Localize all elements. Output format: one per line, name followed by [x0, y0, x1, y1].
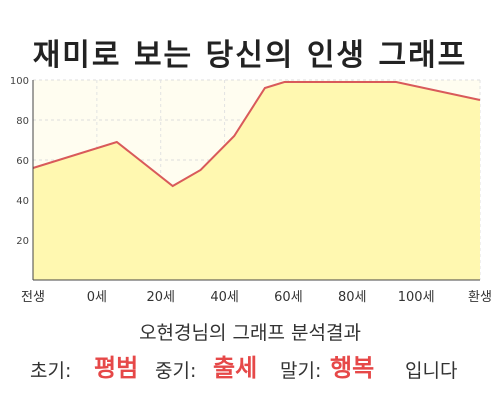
y-tick-label: 40	[16, 196, 29, 207]
x-tick-label: 40세	[210, 290, 239, 305]
area-fill	[33, 82, 480, 280]
x-tick-label: 환생	[468, 290, 492, 305]
mid-label: 중기:	[155, 360, 197, 382]
x-tick-label: 80세	[338, 290, 367, 305]
y-tick-label: 60	[16, 156, 29, 167]
y-tick-label: 20	[16, 236, 29, 247]
x-tick-label: 60세	[274, 290, 303, 305]
y-tick-label: 100	[10, 76, 29, 87]
late-value: 행복	[330, 354, 375, 382]
result-heading: 오현경님의 그래프 분석결과	[139, 322, 361, 344]
series-line	[32, 81, 481, 188]
chart-title: 재미로 보는 당신의 인생 그래프	[32, 38, 468, 73]
x-tick-label: 100세	[398, 290, 435, 305]
mid-value: 출세	[213, 354, 258, 382]
x-tick-label: 0세	[87, 290, 107, 305]
x-tick-label: 20세	[146, 290, 175, 305]
x-tick-label: 전생	[21, 290, 45, 305]
result-suffix: 입니다	[405, 360, 458, 382]
early-value: 평범	[94, 354, 139, 382]
early-label: 초기:	[30, 360, 72, 382]
result-summary: 초기: 평범 중기: 출세 말기: 행복 입니다	[0, 348, 500, 382]
late-label: 말기:	[280, 360, 322, 382]
y-tick-label: 80	[16, 116, 29, 127]
